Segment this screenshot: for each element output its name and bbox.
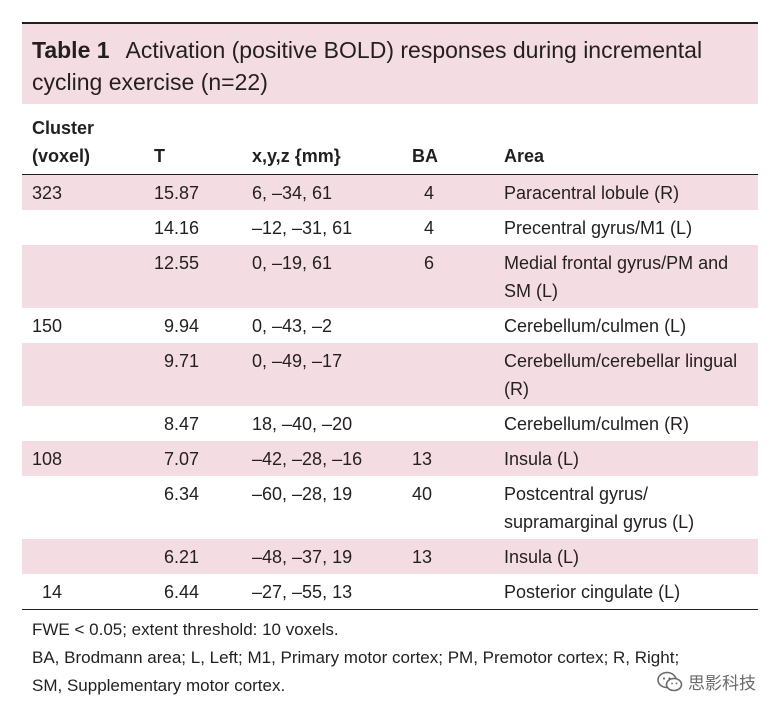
cell-t: 6.44: [154, 574, 252, 610]
header-ba: BA: [412, 146, 438, 166]
table-row: 6.21 –48, –37, 19 13 Insula (L): [22, 539, 758, 574]
cell-cluster: [22, 539, 154, 574]
cell-coords: 0, –19, 61: [252, 245, 412, 308]
cell-area: Posterior cingulate (L): [504, 574, 758, 610]
table-row: 14 6.44 –27, –55, 13 Posterior cingulate…: [22, 574, 758, 610]
cell-cluster: [22, 343, 154, 406]
cell-cluster: [22, 406, 154, 441]
cell-coords: 0, –49, –17: [252, 343, 412, 406]
cell-coords: –48, –37, 19: [252, 539, 412, 574]
table-footnotes: FWE < 0.05; extent threshold: 10 voxels.…: [32, 616, 752, 700]
cell-coords: 18, –40, –20: [252, 414, 353, 434]
cell-t: 15.87: [154, 174, 252, 210]
cell-cluster: [22, 476, 154, 539]
table-row: 8.47 18, –40, –20 Cerebellum/culmen (R): [22, 406, 758, 441]
footnote-threshold: FWE < 0.05; extent threshold: 10 voxels.: [32, 620, 339, 639]
table-caption: Table 1 Activation (positive BOLD) respon…: [22, 24, 758, 104]
cell-cluster: 323: [22, 174, 154, 210]
watermark: 思影科技: [657, 669, 756, 694]
table-row: 9.71 0, –49, –17 Cerebellum/cerebellar l…: [22, 343, 758, 406]
cell-area: Precentral gyrus/M1 (L): [504, 218, 693, 238]
table-label: Table 1: [32, 37, 110, 63]
cell-t: 7.07: [154, 441, 252, 476]
table-row: 108 7.07 –42, –28, –16 13 Insula (L): [22, 441, 758, 476]
table-row: 6.34 –60, –28, 19 40 Postcentral gyrus/ …: [22, 476, 758, 539]
cell-area: Paracentral lobule (R): [504, 174, 758, 210]
cell-ba: 4: [424, 218, 435, 238]
cell-t: 8.47: [164, 414, 200, 434]
cell-ba: [412, 406, 504, 441]
cell-area: Medial frontal gyrus/PM and SM (L): [504, 245, 758, 308]
activation-table: Cluster (voxel) T x,y,z {mm} BA Area 323…: [22, 110, 758, 610]
cell-cluster: 108: [22, 441, 154, 476]
header-t: T: [154, 146, 165, 166]
top-rule: [22, 22, 758, 24]
cell-coords: –12, –31, 61: [252, 218, 353, 238]
cell-coords: –27, –55, 13: [252, 574, 412, 610]
cell-coords: –42, –28, –16: [252, 441, 412, 476]
cell-t: 6.34: [164, 484, 200, 504]
header-row: Cluster (voxel) T x,y,z {mm} BA Area: [22, 110, 758, 175]
cell-ba: [412, 308, 504, 343]
cell-coords: 0, –43, –2: [252, 316, 333, 336]
cell-coords: –60, –28, 19: [252, 484, 353, 504]
cell-ba: 4: [412, 174, 504, 210]
header-coords: x,y,z {mm}: [252, 146, 341, 166]
table-row: 323 15.87 6, –34, 61 4 Paracentral lobul…: [22, 174, 758, 210]
cell-ba: [412, 343, 504, 406]
cell-t: 14.16: [154, 218, 200, 238]
cell-ba: 13: [412, 441, 504, 476]
cell-area: Postcentral gyrus/ supramarginal gyrus (…: [504, 484, 695, 532]
cell-cluster: 14: [22, 574, 154, 610]
cell-area: Insula (L): [504, 441, 758, 476]
footnote-abbreviations: BA, Brodmann area; L, Left; M1, Primary …: [32, 648, 680, 695]
cell-area: Cerebellum/culmen (L): [504, 316, 687, 336]
cell-t: 9.71: [154, 343, 252, 406]
wechat-icon: [657, 671, 683, 691]
table-row: 12.55 0, –19, 61 6 Medial frontal gyrus/…: [22, 245, 758, 308]
cell-area: Insula (L): [504, 539, 758, 574]
cell-ba: 6: [412, 245, 504, 308]
watermark-text: 思影科技: [688, 674, 756, 693]
cell-t: 12.55: [154, 245, 252, 308]
header-cluster: Cluster (voxel): [32, 118, 95, 166]
cell-area: Cerebellum/culmen (R): [504, 414, 690, 434]
cell-ba: [412, 574, 504, 610]
cell-coords: 6, –34, 61: [252, 174, 412, 210]
table-row: 14.16 –12, –31, 61 4 Precentral gyrus/M1…: [22, 210, 758, 245]
cell-t: 9.94: [164, 316, 200, 336]
table-row: 150 9.94 0, –43, –2 Cerebellum/culmen (L…: [22, 308, 758, 343]
cell-ba: 40: [412, 484, 433, 504]
cell-cluster: [22, 210, 154, 245]
cell-ba: 13: [412, 539, 504, 574]
cell-cluster: 150: [32, 316, 63, 336]
cell-t: 6.21: [154, 539, 252, 574]
header-area: Area: [504, 146, 545, 166]
cell-area: Cerebellum/cerebellar lingual (R): [504, 343, 758, 406]
cell-cluster: [22, 245, 154, 308]
table-title: Activation (positive BOLD) responses dur…: [32, 37, 703, 95]
